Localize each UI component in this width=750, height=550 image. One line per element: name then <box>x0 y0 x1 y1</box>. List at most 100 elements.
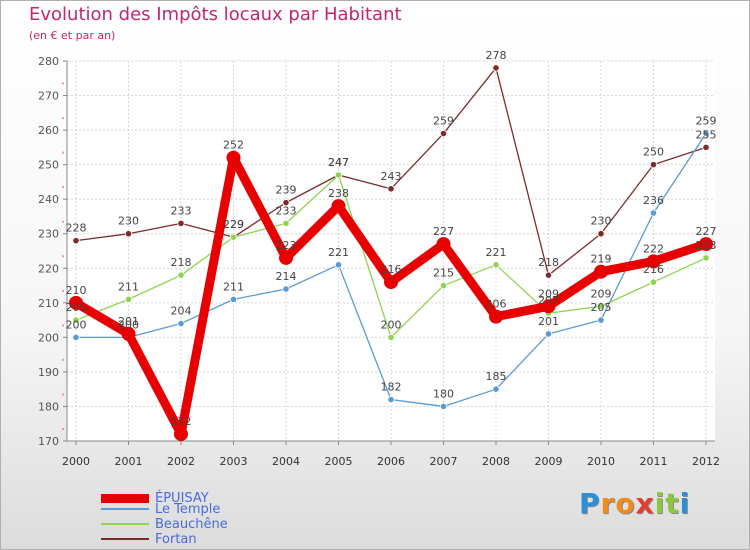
legend-item-epuisay: ÉPUISAY <box>101 490 209 506</box>
data-point-le-temple <box>544 330 553 338</box>
data-label-le-temple: 205 <box>591 301 612 314</box>
data-point-beauchene <box>334 171 343 179</box>
data-point-beauchene <box>124 295 133 303</box>
data-point-epuisay <box>594 264 608 279</box>
data-point-fortan <box>649 161 658 169</box>
data-label-fortan: 230 <box>118 215 139 228</box>
data-point-le-temple <box>702 129 710 138</box>
data-point-epuisay <box>226 150 241 165</box>
y-tick-label: 170 <box>38 435 59 448</box>
legend-label: Beauchêne <box>155 516 228 532</box>
series-layer <box>69 64 713 442</box>
data-point-epuisay <box>121 326 136 341</box>
y-tick-label: 270 <box>38 90 59 103</box>
data-label-beauchene: 233 <box>276 204 297 217</box>
data-label-beauchene: 221 <box>486 246 507 259</box>
data-point-epuisay <box>489 309 503 324</box>
data-point-epuisay <box>436 237 451 252</box>
y-tick-label: 220 <box>38 262 59 275</box>
y-tick-label: 180 <box>38 400 59 413</box>
data-label-fortan: 230 <box>591 215 612 228</box>
x-tick-label: 2004 <box>272 455 300 468</box>
data-point-le-temple <box>492 385 500 393</box>
data-label-fortan: 278 <box>486 49 507 62</box>
data-point-le-temple <box>439 402 448 411</box>
data-point-beauchene <box>649 278 658 286</box>
data-point-le-temple <box>597 316 605 324</box>
data-label-beauchene: 247 <box>328 156 349 169</box>
data-label-fortan: 239 <box>276 184 297 197</box>
legend-item-fortan: Fortan <box>101 532 197 547</box>
chart-title: Evolution des Impôts locaux par Habitant <box>29 4 402 25</box>
data-point-beauchene <box>72 316 80 324</box>
data-label-epuisay: 227 <box>433 225 454 238</box>
data-point-fortan <box>544 271 553 279</box>
data-label-le-temple: 185 <box>486 370 507 383</box>
y-tick-label: 280 <box>38 55 59 68</box>
data-point-epuisay <box>331 199 346 214</box>
x-tick-label: 2012 <box>692 455 720 468</box>
data-label-beauchene: 223 <box>696 239 717 252</box>
data-label-le-temple: 182 <box>381 381 402 394</box>
data-point-beauchene <box>177 271 185 279</box>
data-label-beauchene: 207 <box>538 294 559 307</box>
data-label-le-temple: 180 <box>433 387 454 400</box>
logo-letter: t <box>665 487 680 520</box>
data-point-beauchene <box>282 219 290 227</box>
data-label-fortan: 259 <box>433 115 454 128</box>
data-label-le-temple: 214 <box>276 270 297 283</box>
logo-letter: i <box>679 487 691 520</box>
logo-letter: x <box>635 487 655 520</box>
data-label-epuisay: 238 <box>328 187 349 200</box>
data-label-fortan: 250 <box>643 146 664 159</box>
legend-label: ÉPUISAY <box>155 490 209 506</box>
data-point-le-temple <box>177 319 185 328</box>
data-label-le-temple: 201 <box>538 315 559 328</box>
y-tick-label: 230 <box>38 228 59 241</box>
chart-subtitle: (en € et par an) <box>29 29 116 42</box>
x-tick-label: 2006 <box>377 455 405 468</box>
x-tick-label: 2003 <box>220 455 248 468</box>
axes: 170 180 190 200 210 220 230 240 250 260 270 280 2000… <box>38 55 720 468</box>
data-label-beauchene: 216 <box>643 263 664 276</box>
y-tick-label: 210 <box>38 297 59 310</box>
data-label-epuisay: 227 <box>696 225 717 238</box>
y-tick-label: 240 <box>38 193 59 206</box>
legend-label: Le Temple <box>155 501 221 517</box>
data-point-epuisay <box>699 237 713 252</box>
data-label-le-temple: 200 <box>118 318 139 331</box>
grid-lines <box>67 60 715 442</box>
data-label-le-temple: 200 <box>66 318 87 331</box>
data-label-fortan: 229 <box>223 218 244 231</box>
data-label-le-temple: 236 <box>643 194 664 207</box>
data-label-beauchene: 205 <box>66 301 87 314</box>
legend-swatch-le-temple <box>101 508 149 510</box>
x-tick-label: 2002 <box>167 455 195 468</box>
data-label-epuisay: 252 <box>223 139 244 152</box>
data-label-fortan: 218 <box>538 256 559 269</box>
data-point-epuisay <box>69 295 83 310</box>
data-label-fortan: 255 <box>696 128 717 141</box>
x-tick-label: 2011 <box>640 455 668 468</box>
logo-letter: i <box>654 487 666 520</box>
data-label-epuisay: 219 <box>591 253 612 266</box>
data-point-fortan <box>282 199 290 207</box>
proxiti-logo: Proxiti <box>579 487 690 520</box>
data-label-fortan: 247 <box>328 156 349 169</box>
data-label-epuisay: 206 <box>486 298 507 311</box>
data-labels: 2282302332292392472432592782182302502552… <box>66 49 717 428</box>
logo-letter: P <box>579 487 601 520</box>
logo-letter: r <box>600 487 616 520</box>
data-label-le-temple: 221 <box>328 246 349 259</box>
data-label-epuisay: 222 <box>643 242 664 255</box>
data-point-fortan <box>387 185 395 193</box>
data-point-fortan <box>492 64 500 72</box>
data-label-beauchene: 200 <box>381 318 402 331</box>
data-point-le-temple <box>387 395 395 404</box>
data-point-fortan <box>439 129 448 138</box>
data-label-beauchene: 218 <box>171 256 192 269</box>
x-tick-label: 2001 <box>115 455 143 468</box>
data-label-fortan: 233 <box>171 204 192 217</box>
